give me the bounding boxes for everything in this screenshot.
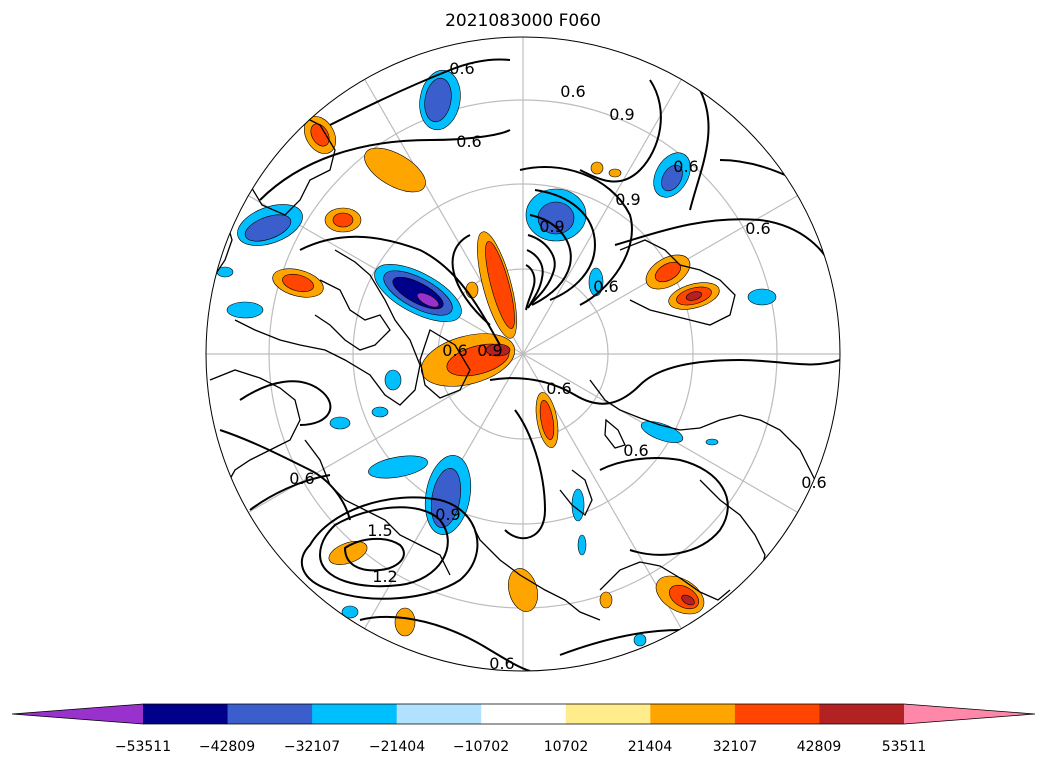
colorbar-extend-low — [12, 704, 143, 724]
colorbar-tick-label: 42809 — [797, 739, 842, 755]
colorbar-tick-label: −42809 — [199, 739, 255, 755]
map-boundary — [205, 36, 841, 672]
colorbar-tick-label: −21404 — [369, 739, 425, 755]
contour-label: 0.6 — [673, 157, 698, 176]
colorbar-segment — [312, 704, 398, 724]
contour-label: 0.6 — [801, 473, 826, 492]
contour-label: 0.9 — [615, 190, 640, 209]
contour-lines — [219, 58, 840, 671]
map-title: 2021083000 F060 — [445, 11, 601, 31]
colorbar-extend-high — [904, 704, 1035, 724]
contour-label: 1.5 — [367, 521, 392, 540]
contour-label: 0.6 — [623, 441, 648, 460]
colorbar-segment — [565, 704, 651, 724]
contour-label: 0.6 — [546, 379, 571, 398]
colorbar-segment — [819, 704, 905, 724]
colorbar-tick-label: −32107 — [284, 739, 340, 755]
contour-label: 1.2 — [372, 567, 397, 586]
colorbar-segment — [396, 704, 482, 724]
contour-label: 0.6 — [489, 654, 514, 673]
colorbar-segment — [143, 704, 229, 724]
contour-label: 0.9 — [539, 217, 564, 236]
coastlines — [209, 114, 821, 621]
colorbar-tick-label: −10702 — [453, 739, 509, 755]
contour-label: 0.9 — [435, 505, 460, 524]
contour-label: 0.6 — [456, 132, 481, 151]
contour-label: 0.6 — [745, 219, 770, 238]
colorbar-tick-label: 32107 — [713, 739, 758, 755]
contour-label: 0.6 — [442, 341, 467, 360]
colorbar-ticks: −53511 −42809 −32107 −21404 −10702 10702… — [115, 739, 926, 755]
colorbar-outline — [11, 703, 1036, 725]
contour-label: 0.9 — [477, 341, 502, 360]
colorbar-segment — [650, 704, 736, 724]
contour-label: 0.6 — [289, 469, 314, 488]
contour-label: 0.6 — [593, 277, 618, 296]
colorbar-tick-label: 10702 — [544, 739, 589, 755]
filled-anomaly-patches — [216, 69, 777, 647]
colorbar-segment — [227, 704, 313, 724]
colorbar: −53511 −42809 −32107 −21404 −10702 10702… — [11, 703, 1036, 755]
colorbar-segment — [481, 704, 567, 724]
contour-label: 0.9 — [609, 105, 634, 124]
colorbar-tick-label: 21404 — [628, 739, 673, 755]
contour-label: 0.6 — [449, 59, 474, 78]
contour-label-group: 0.6 0.6 0.6 0.9 0.6 0.9 0.6 0.9 0.6 0.6 … — [289, 59, 826, 673]
contour-label: 0.6 — [560, 82, 585, 101]
colorbar-segment — [734, 704, 820, 724]
colorbar-tick-label: 53511 — [882, 739, 927, 755]
colorbar-segments — [11, 703, 1036, 725]
colorbar-tick-label: −53511 — [115, 739, 171, 755]
map-disk — [206, 37, 840, 671]
